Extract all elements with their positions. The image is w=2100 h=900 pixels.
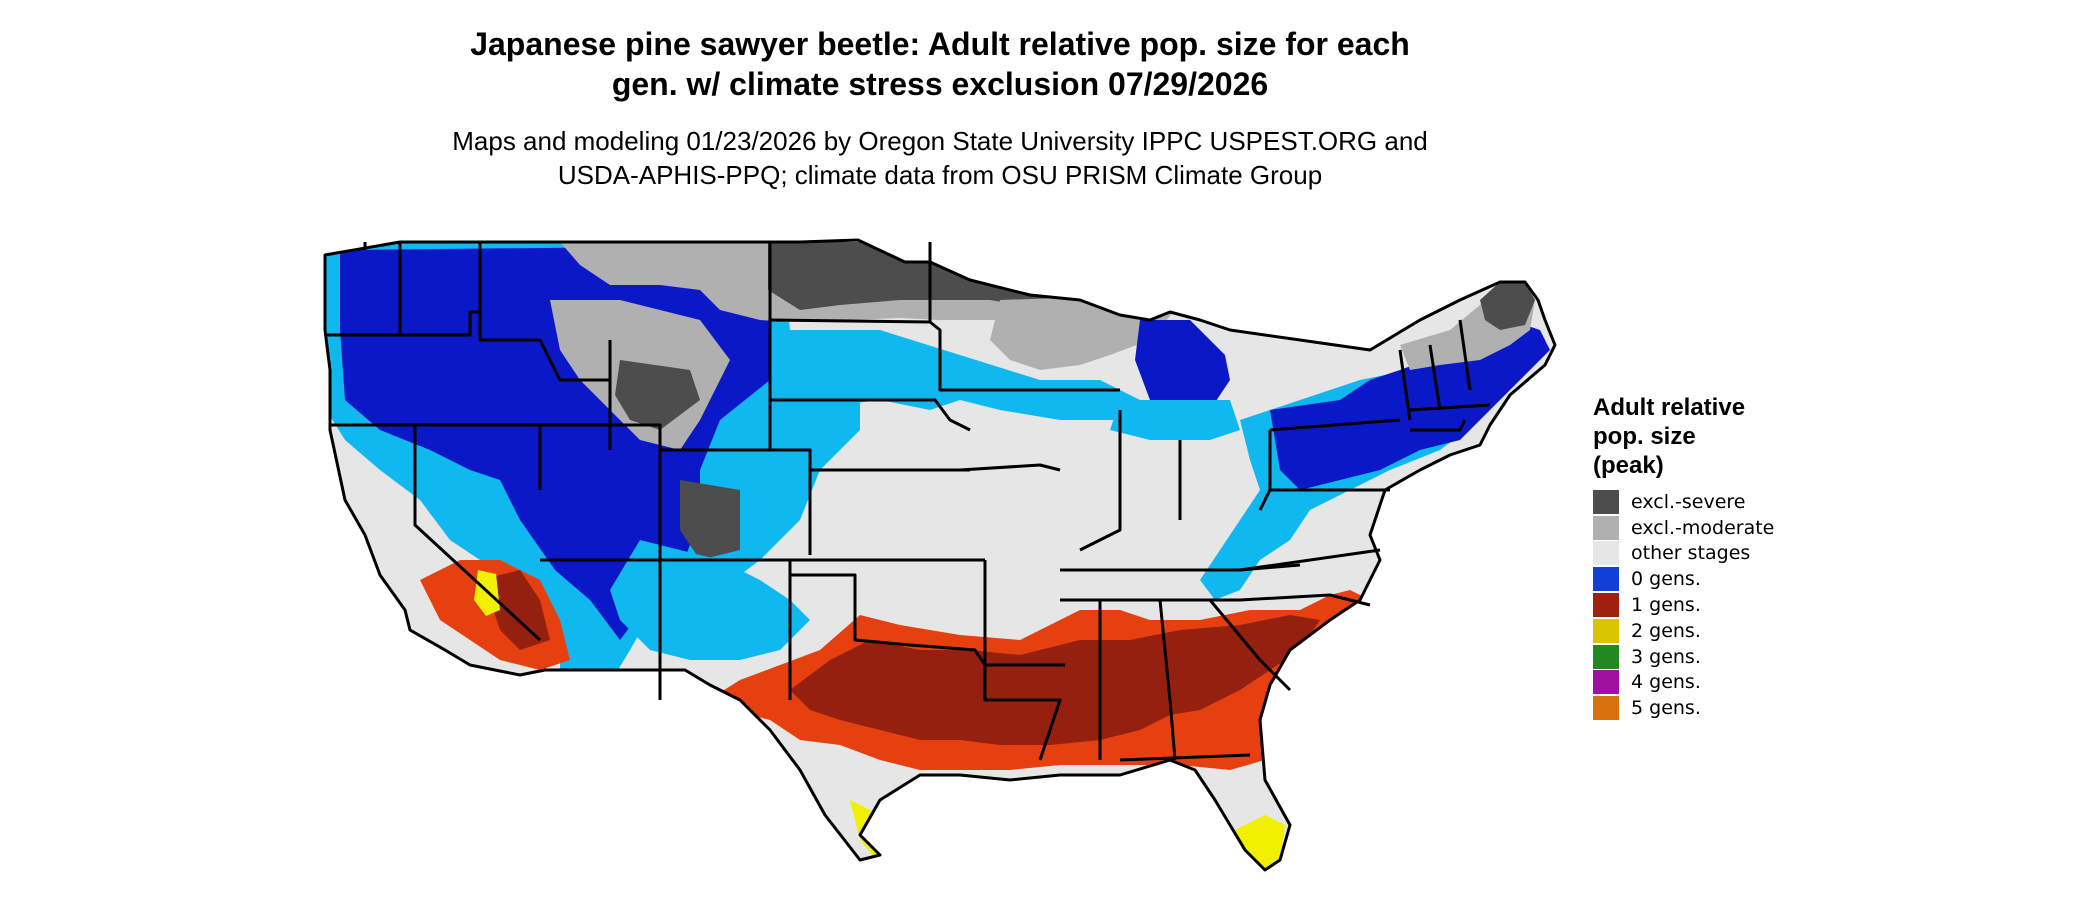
state-line-nc-sc (1239, 593, 1371, 607)
state-line-ct-ri (1410, 419, 1467, 432)
legend-swatch (1593, 618, 1619, 643)
region-michigan-zero-gens-light (1110, 400, 1240, 440)
legend-label: excl.-severe (1631, 490, 1746, 513)
region-upper-midwest-zero-gens (780, 330, 1140, 420)
map-title-line-1: Japanese pine sawyer beetle: Adult relat… (470, 26, 1410, 62)
legend-swatch (1593, 567, 1619, 592)
state-line-ar-la (983, 665, 1062, 761)
state-line-nd-sd (769, 318, 931, 324)
state-line-sd-ne (770, 398, 971, 432)
state-line-ga-fl (1119, 753, 1251, 762)
state-line-vt-nh (1428, 344, 1442, 411)
legend-item: excl.-moderate (1593, 515, 1893, 541)
legend-swatch (1593, 489, 1619, 514)
map-subtitle-line-2: USDA-APHIS-PPQ; climate data from OSU PR… (557, 160, 1323, 190)
legend-label: 5 gens. (1631, 697, 1701, 720)
map-subtitle: Maps and modeling 01/23/2026 by Oregon S… (340, 124, 1540, 192)
legend-swatch (1593, 593, 1619, 618)
legend-swatch (1593, 515, 1619, 540)
state-line-ma (1409, 403, 1491, 412)
legend-label: 0 gens. (1631, 568, 1701, 591)
legend-label: other stages (1631, 542, 1751, 565)
state-line-ca-nv (413, 425, 542, 642)
state-line-wa-or (325, 310, 480, 337)
state-line-ok-tx (790, 573, 987, 666)
legend-item: 2 gens. (1593, 618, 1893, 644)
legend-swatch (1593, 644, 1619, 669)
state-line-co-ks (770, 448, 812, 555)
state-line-nv-ut (540, 423, 770, 452)
map-title-line-2: gen. w/ climate stress exclusion 07/29/2… (611, 66, 1269, 102)
legend-item: 1 gens. (1593, 592, 1893, 618)
legend-label: 3 gens. (1631, 645, 1701, 668)
region-northeast-zero-gens (1270, 320, 1550, 490)
map-subtitle-line-1: Maps and modeling 01/23/2026 by Oregon S… (452, 126, 1428, 156)
legend-title-line-3: (peak) (1593, 452, 1664, 479)
legend-label: 2 gens. (1631, 619, 1701, 642)
legend-title-line-1: Adult relative (1593, 394, 1746, 421)
region-wyoming-severe (615, 360, 700, 430)
legend-title-line-2: pop. size (1593, 423, 1696, 450)
legend-item: excl.-severe (1593, 489, 1893, 515)
map-title: Japanese pine sawyer beetle: Adult relat… (340, 24, 1540, 104)
state-borders (323, 238, 1557, 872)
legend-label: 4 gens. (1631, 671, 1701, 694)
state-line-nh-me (1458, 319, 1472, 391)
state-line-ga-sc (1208, 599, 1292, 692)
state-line-pa-ny (1269, 418, 1401, 432)
map-legend: Adult relative pop. size (peak) excl.-se… (1593, 393, 1893, 721)
state-line-il-in (1079, 410, 1122, 552)
legend-item: 5 gens. (1593, 695, 1893, 721)
legend-swatch (1593, 541, 1619, 566)
state-line-ny-vt (1398, 349, 1412, 421)
state-line-va-nc (1239, 548, 1381, 572)
legend-items: excl.-severe excl.-moderate other stages 0 … (1593, 489, 1893, 721)
state-line-ia-mo (959, 463, 1061, 472)
legend-label: 1 gens. (1631, 594, 1701, 617)
state-line-al-ga (1158, 599, 1177, 761)
state-line-id-mt (478, 242, 610, 382)
legend-item: 0 gens. (1593, 566, 1893, 592)
legend-item: 4 gens. (1593, 670, 1893, 696)
legend-item: other stages (1593, 541, 1893, 567)
legend-swatch (1593, 696, 1619, 721)
legend-item: 3 gens. (1593, 644, 1893, 670)
legend-title: Adult relative pop. size (peak) (1593, 393, 1893, 480)
region-colorado-severe (680, 480, 740, 560)
legend-label: excl.-moderate (1631, 516, 1775, 539)
us-generations-map (323, 238, 1557, 872)
legend-swatch (1593, 670, 1619, 695)
region-south-one-gen-dark (790, 615, 1320, 745)
state-line-mn-ia (928, 242, 1050, 392)
region-maine-severe (1480, 282, 1535, 330)
state-line-49th (363, 242, 402, 335)
